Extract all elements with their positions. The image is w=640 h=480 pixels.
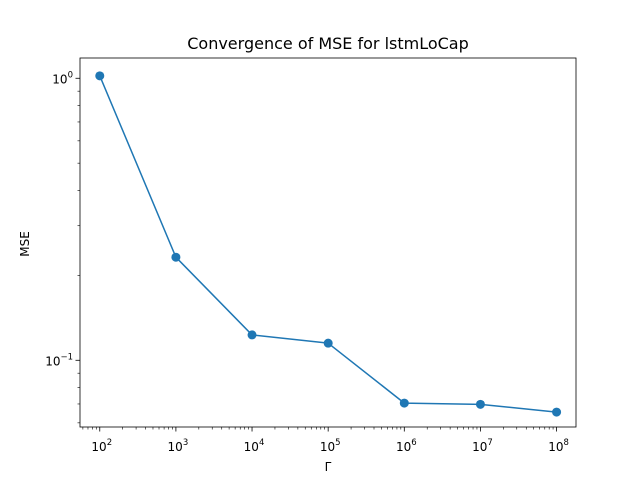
data-point: [247, 330, 257, 340]
x-tick-label: 105: [320, 438, 341, 454]
data-point: [171, 252, 181, 262]
y-axis-label: MSE: [18, 231, 32, 257]
x-axis-ticks: 102 103 104 105 106 107 108: [82, 427, 569, 454]
data-point: [552, 407, 562, 417]
x-axis-label: Γ: [325, 460, 332, 474]
x-tick-label: 104: [244, 438, 265, 454]
x-tick-label: 102: [91, 438, 112, 454]
data-point: [95, 71, 105, 81]
x-tick-label: 106: [396, 438, 417, 454]
data-point: [399, 398, 409, 408]
x-tick-label: 107: [472, 438, 493, 454]
y-tick-label: 100: [52, 70, 73, 86]
plot-area: [95, 71, 562, 417]
data-point: [323, 338, 333, 348]
x-tick-label: 108: [548, 438, 569, 454]
x-tick-label: 103: [168, 438, 189, 454]
chart-title: Convergence of MSE for lstmLoCap: [187, 34, 469, 53]
y-axis-ticks: 10−1 100: [45, 70, 80, 424]
data-point: [475, 399, 485, 409]
y-tick-label: 10−1: [45, 352, 73, 368]
